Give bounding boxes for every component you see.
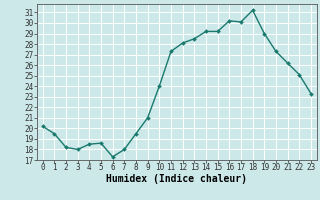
X-axis label: Humidex (Indice chaleur): Humidex (Indice chaleur) (106, 174, 247, 184)
